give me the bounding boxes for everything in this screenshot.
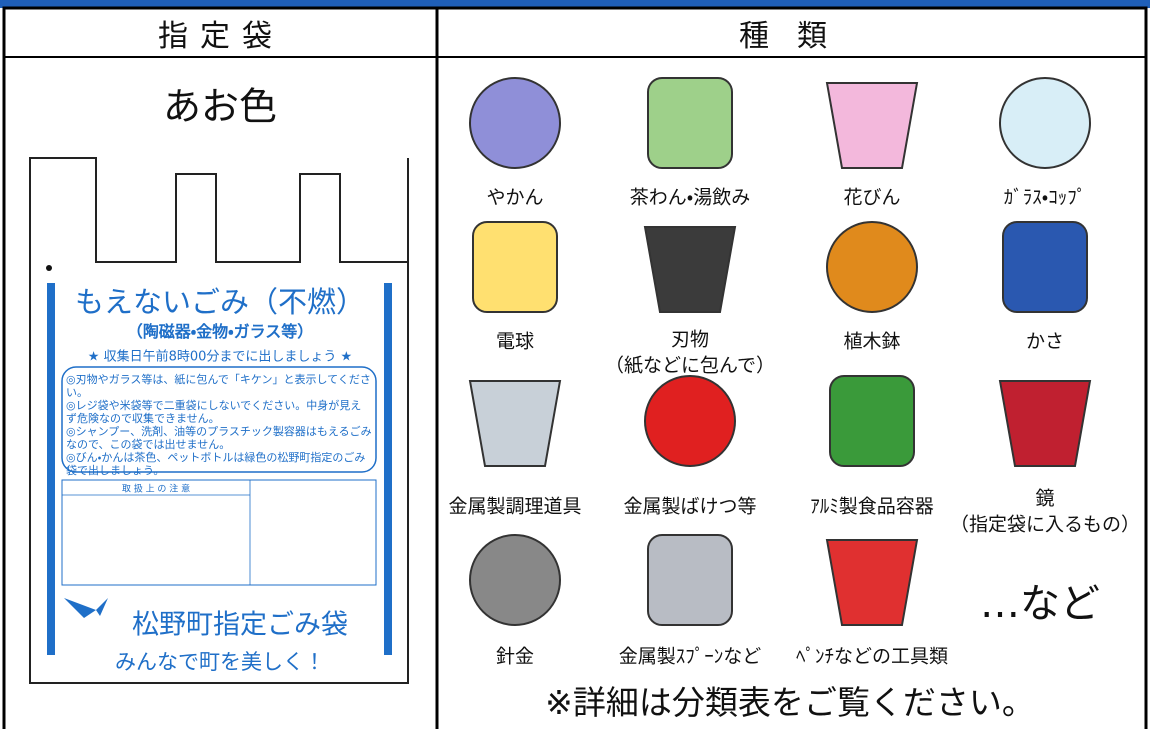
bag-color: あお色	[162, 84, 278, 129]
item-icon	[644, 375, 736, 467]
item-label: 植木鉢	[843, 330, 901, 353]
item-label: 鏡	[1035, 487, 1055, 510]
notice: ◎びん・かんは茶色、ペットボトルは緑色の松野町指定のごみ袋で出しましょう。	[66, 451, 366, 477]
item-icon	[469, 77, 561, 169]
item-label: 金属製ばけつ等	[623, 495, 757, 518]
item-label: ﾍﾟﾝﾁなどの工具類	[795, 645, 949, 668]
item-icon	[998, 380, 1092, 467]
bag-dot	[46, 265, 52, 271]
header-types: 種類	[739, 19, 855, 54]
notice: ◎レジ袋や米袋等で二重袋にしないでください。中身が見えず危険なので収集できません…	[66, 399, 362, 425]
bag-bar-left	[47, 283, 55, 655]
bag-outline	[29, 157, 409, 684]
item-icon	[647, 77, 733, 169]
notice: ◎刃物やガラス等は、紙に包んで「キケン」と表示してください。	[66, 373, 371, 399]
bag-bar-right	[384, 283, 392, 655]
notice-box	[61, 366, 377, 473]
bag-name: 松野町指定ごみ袋	[132, 609, 348, 641]
item-icon	[468, 380, 562, 467]
caution-heading: 取 扱 上 の 注 意	[121, 484, 191, 495]
item-icon	[826, 221, 918, 313]
item-label: やかん	[486, 186, 544, 209]
table-border	[2, 6, 1148, 729]
item-note: （指定袋に入るもの）	[949, 513, 1141, 536]
item-icon	[469, 534, 561, 626]
item-icon	[647, 534, 733, 626]
bag-deadline: ★ 収集日午前8時00分までに出しましょう ★	[87, 349, 353, 365]
item-label: ｱﾙﾐ製食品容器	[810, 495, 934, 518]
item-label: 茶わん・湯飲み	[629, 186, 751, 209]
item-label: 金属製調理道具	[448, 495, 582, 518]
item-label: かさ	[1025, 330, 1065, 353]
item-label: 刃物	[670, 328, 710, 351]
item-label: 花びん	[843, 186, 901, 209]
bird-logo	[64, 598, 108, 618]
bag-subtitle: （陶磁器・金物・ガラス等）	[126, 322, 314, 341]
item-label: ｶﾞﾗｽ・ｺｯﾌﾟ	[1003, 186, 1087, 209]
item-icon	[825, 539, 919, 626]
item-label: 電球	[495, 330, 535, 353]
bag-slogan: みんなで町を美しく！	[115, 650, 325, 674]
item-icon	[643, 226, 737, 313]
item-label: 針金	[495, 645, 535, 668]
item-icon	[825, 82, 919, 169]
item-note: （紙などに包んで）	[604, 354, 776, 377]
item-label: 金属製ｽﾌﾟｰﾝなど	[618, 645, 762, 668]
header-bag: 指定袋	[158, 19, 284, 54]
item-icon	[1002, 221, 1088, 313]
notice: ◎シャンプー、洗剤、油等のプラスチック製容器はもえるごみなので、この袋では出せま…	[66, 425, 372, 451]
bag-title: もえないごみ（不燃）	[74, 285, 366, 319]
etc: …など	[980, 581, 1100, 627]
top-bar	[0, 0, 1150, 8]
footnote: ※詳細は分類表をご覧ください。	[545, 683, 1035, 722]
item-icon	[999, 77, 1091, 169]
item-icon	[829, 375, 915, 467]
item-icon	[472, 221, 558, 313]
caution-box	[61, 479, 377, 586]
